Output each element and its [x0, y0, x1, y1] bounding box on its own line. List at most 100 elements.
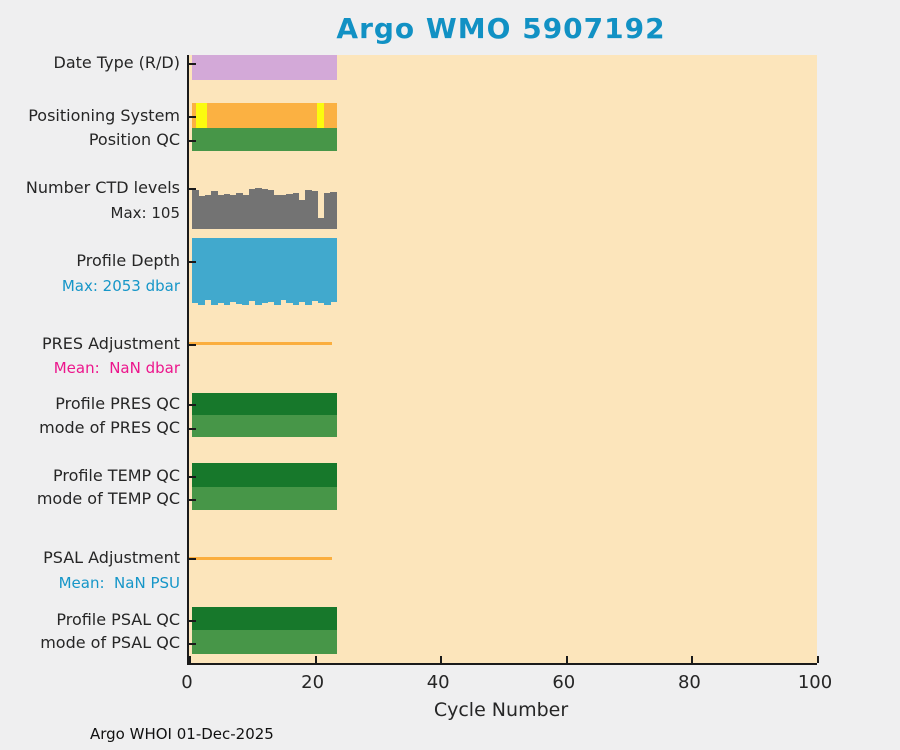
- cycle-bar-ctd_levels: [198, 195, 206, 229]
- row-label-position-qc: Position QC: [88, 130, 180, 149]
- cycle-bar-ctd_levels: [311, 191, 319, 229]
- row-bar-profile_pres_qc: [191, 393, 338, 415]
- row-label-positioning: Positioning System: [28, 106, 180, 125]
- x-tick: [440, 656, 443, 663]
- y-tick: [189, 261, 196, 263]
- x-tick: [314, 656, 317, 663]
- y-tick: [189, 140, 196, 142]
- y-tick: [189, 344, 196, 346]
- row-sublabel-ctd-max: Max: 105: [110, 204, 180, 222]
- y-tick: [189, 428, 196, 430]
- cycle-bar-profile_depth: [210, 238, 218, 305]
- cycle-bar-profile_depth: [317, 238, 325, 304]
- y-tick: [189, 116, 196, 118]
- cycle-bar-profile_depth: [292, 238, 300, 305]
- cycle-bar-ctd_levels: [236, 193, 243, 229]
- cycle-bar-ctd_levels: [292, 193, 300, 229]
- row-bar-pres_adjustment: [189, 342, 333, 345]
- cycle-bar-ctd_levels: [298, 199, 306, 229]
- chart-title: Argo WMO 5907192: [336, 12, 666, 45]
- cycle-bar-profile_depth: [248, 238, 256, 301]
- cycle-bar-profile_depth: [267, 238, 275, 302]
- cycle-bar-profile_depth: [242, 238, 250, 305]
- x-tick: [565, 656, 568, 663]
- cycle-bar-ctd_levels: [324, 193, 331, 229]
- row-bar-psal_adjustment: [189, 557, 333, 560]
- y-tick: [189, 558, 196, 560]
- row-sublabel-pres-mean: Mean: NaN dbar: [53, 359, 180, 377]
- x-tick: [817, 656, 819, 663]
- row-label-mode-temp-qc: mode of TEMP QC: [36, 489, 180, 508]
- cycle-bar-ctd_levels: [248, 188, 256, 229]
- cycle-bar-profile_depth: [273, 238, 281, 305]
- cycle-bar-ctd_levels: [192, 189, 199, 229]
- cycle-bar-profile_depth: [330, 238, 338, 303]
- cycle-bar-profile_depth: [223, 238, 231, 305]
- row-bar-segment-positioning_system-1: [317, 103, 325, 128]
- cycle-bar-profile_depth: [311, 238, 319, 301]
- cycle-bar-profile_depth: [324, 238, 331, 305]
- row-label-mode-psal-qc: mode of PSAL QC: [40, 633, 180, 652]
- row-label-profile-depth: Profile Depth: [76, 251, 180, 270]
- cycle-bar-profile_depth: [305, 238, 312, 305]
- y-tick: [189, 643, 196, 645]
- row-bar-date_type: [191, 55, 338, 80]
- row-bar-position_qc: [191, 128, 338, 151]
- cycle-bar-ctd_levels: [204, 194, 212, 229]
- cycle-bar-ctd_levels: [267, 189, 275, 229]
- y-tick: [189, 63, 196, 65]
- row-label-date-type: Date Type (R/D): [53, 53, 180, 72]
- row-bar-positioning_system: [191, 103, 338, 128]
- x-tick: [189, 656, 191, 663]
- row-label-profile-psal-qc: Profile PSAL QC: [56, 610, 180, 629]
- cycle-bar-profile_depth: [236, 238, 243, 304]
- row-bar-segment-positioning_system-0: [195, 103, 208, 128]
- y-tick: [189, 188, 196, 190]
- cycle-bar-profile_depth: [254, 238, 262, 305]
- cycle-bar-ctd_levels: [210, 191, 218, 229]
- row-sublabel-depth-max: Max: 2053 dbar: [61, 277, 180, 295]
- row-bar-profile_psal_qc: [191, 607, 338, 630]
- cycle-bar-profile_depth: [298, 238, 306, 302]
- x-tick-label: 20: [301, 672, 325, 693]
- row-bar-profile_temp_qc: [191, 463, 338, 487]
- cycle-bar-profile_depth: [192, 238, 199, 304]
- cycle-bar-ctd_levels: [280, 195, 287, 229]
- x-tick-label: 0: [181, 672, 193, 693]
- cycle-bar-ctd_levels: [330, 191, 338, 229]
- cycle-bar-ctd_levels: [261, 188, 268, 229]
- cycle-bar-profile_depth: [229, 238, 237, 302]
- cycle-bar-ctd_levels: [254, 188, 262, 229]
- cycle-bar-ctd_levels: [217, 195, 225, 229]
- x-tick: [691, 656, 694, 663]
- y-tick: [189, 404, 196, 406]
- row-sublabel-psal-mean: Mean: NaN PSU: [58, 574, 180, 592]
- row-label-mode-pres-qc: mode of PRES QC: [39, 418, 180, 437]
- y-tick: [189, 476, 196, 478]
- cycle-bar-profile_depth: [217, 238, 225, 303]
- row-label-psal-adjustment: PSAL Adjustment: [43, 548, 180, 567]
- x-tick-label: 100: [797, 672, 833, 693]
- cycle-bar-ctd_levels: [229, 195, 237, 229]
- row-label-profile-pres-qc: Profile PRES QC: [55, 394, 180, 413]
- cycle-bar-ctd_levels: [305, 189, 312, 229]
- y-tick: [189, 499, 196, 501]
- cycle-bar-profile_depth: [286, 238, 294, 304]
- footer-credit: Argo WHOI 01-Dec-2025: [90, 725, 274, 743]
- cycle-bar-ctd_levels: [223, 193, 231, 229]
- cycle-bar-ctd_levels: [317, 218, 325, 229]
- x-tick-label: 60: [552, 672, 576, 693]
- x-tick-label: 80: [677, 672, 701, 693]
- cycle-bar-ctd_levels: [273, 194, 281, 229]
- row-label-ctd-levels: Number CTD levels: [25, 178, 180, 197]
- plot-area: [187, 55, 819, 665]
- cycle-bar-profile_depth: [204, 238, 212, 300]
- row-bar-mode_psal_qc: [191, 630, 338, 654]
- row-label-profile-temp-qc: Profile TEMP QC: [52, 466, 180, 485]
- x-tick-label: 40: [426, 672, 450, 693]
- row-label-pres-adjustment: PRES Adjustment: [42, 334, 180, 353]
- cycle-bar-ctd_levels: [286, 193, 294, 229]
- cycle-bar-profile_depth: [280, 238, 287, 300]
- cycle-bar-profile_depth: [261, 238, 268, 304]
